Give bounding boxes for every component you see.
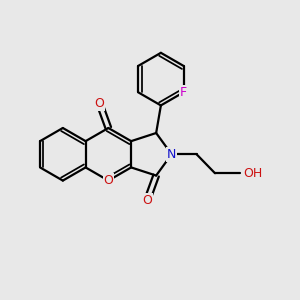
Text: OH: OH	[243, 167, 262, 180]
Text: N: N	[167, 148, 176, 161]
Text: O: O	[103, 174, 113, 187]
Text: F: F	[180, 86, 187, 99]
Text: O: O	[94, 97, 104, 110]
Text: O: O	[142, 194, 152, 207]
